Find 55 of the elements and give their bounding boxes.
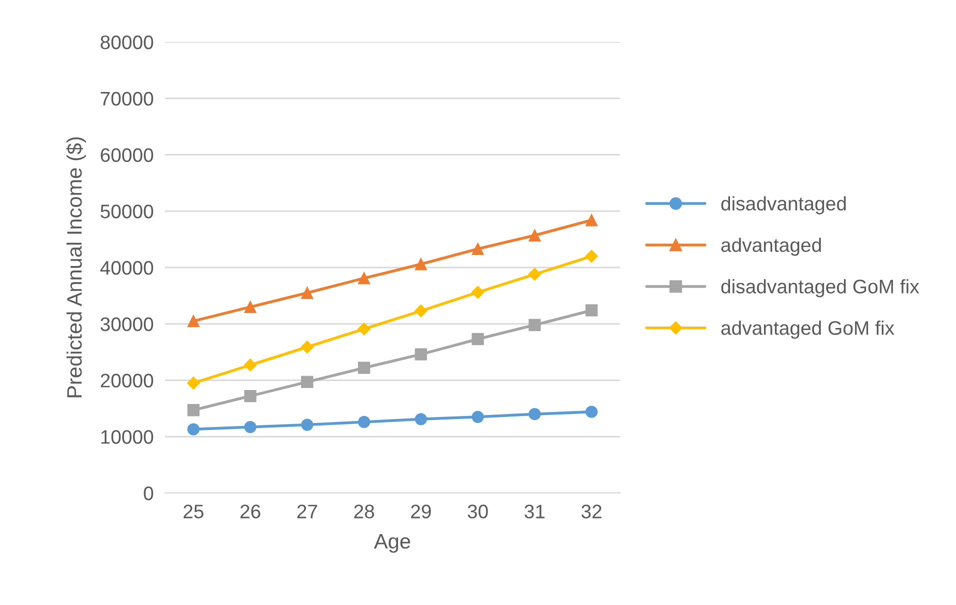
point xyxy=(187,423,200,436)
point xyxy=(585,250,598,263)
point xyxy=(472,242,484,255)
x-tick-label: 25 xyxy=(184,504,204,518)
point xyxy=(528,408,541,420)
legend-label: advantaged GoM fix xyxy=(721,320,894,339)
point xyxy=(244,300,256,314)
x-tick-label: 28 xyxy=(354,504,374,518)
x-tick-label: 32 xyxy=(581,504,602,518)
point xyxy=(585,214,598,226)
x-tick-label: 29 xyxy=(411,504,431,518)
y-axis-title: Predicted Annual Income ($) xyxy=(66,137,86,398)
point xyxy=(414,304,428,318)
y-tick-label: 0 xyxy=(144,486,154,500)
y-tick-label: 30000 xyxy=(100,317,154,332)
point xyxy=(358,322,370,336)
point xyxy=(187,376,200,390)
point xyxy=(300,340,314,354)
y-tick-label: 80000 xyxy=(100,35,154,50)
x-axis-title: Age xyxy=(374,534,410,553)
point xyxy=(244,358,257,372)
point xyxy=(358,272,370,284)
point xyxy=(471,286,484,299)
point xyxy=(585,406,598,418)
point xyxy=(301,376,314,388)
point xyxy=(585,304,598,316)
x-tick-label: 31 xyxy=(524,504,545,518)
point xyxy=(358,362,370,374)
legend-label: advantaged xyxy=(721,238,821,256)
point xyxy=(414,413,428,426)
point xyxy=(187,404,200,416)
point xyxy=(528,229,541,242)
y-tick-label: 20000 xyxy=(100,374,154,388)
point xyxy=(472,410,484,423)
point xyxy=(244,390,256,402)
point xyxy=(301,286,314,299)
point xyxy=(358,416,370,428)
x-tick-label: 27 xyxy=(297,504,318,518)
legend-label: disadvantaged xyxy=(721,196,846,214)
point xyxy=(528,318,541,332)
y-tick-label: 60000 xyxy=(100,148,154,162)
point xyxy=(414,258,428,270)
point xyxy=(472,333,484,346)
point xyxy=(301,418,314,431)
point xyxy=(187,314,200,328)
point xyxy=(414,348,428,360)
point xyxy=(244,420,256,434)
y-tick-label: 70000 xyxy=(100,92,154,106)
legend-label: disadvantaged GoM fix xyxy=(721,279,920,298)
y-tick-label: 10000 xyxy=(101,430,154,444)
y-tick-label: 50000 xyxy=(100,204,154,218)
y-tick-label: 40000 xyxy=(100,260,154,275)
x-tick-label: 26 xyxy=(240,504,260,518)
point xyxy=(528,268,542,281)
x-tick-label: 30 xyxy=(468,504,488,518)
